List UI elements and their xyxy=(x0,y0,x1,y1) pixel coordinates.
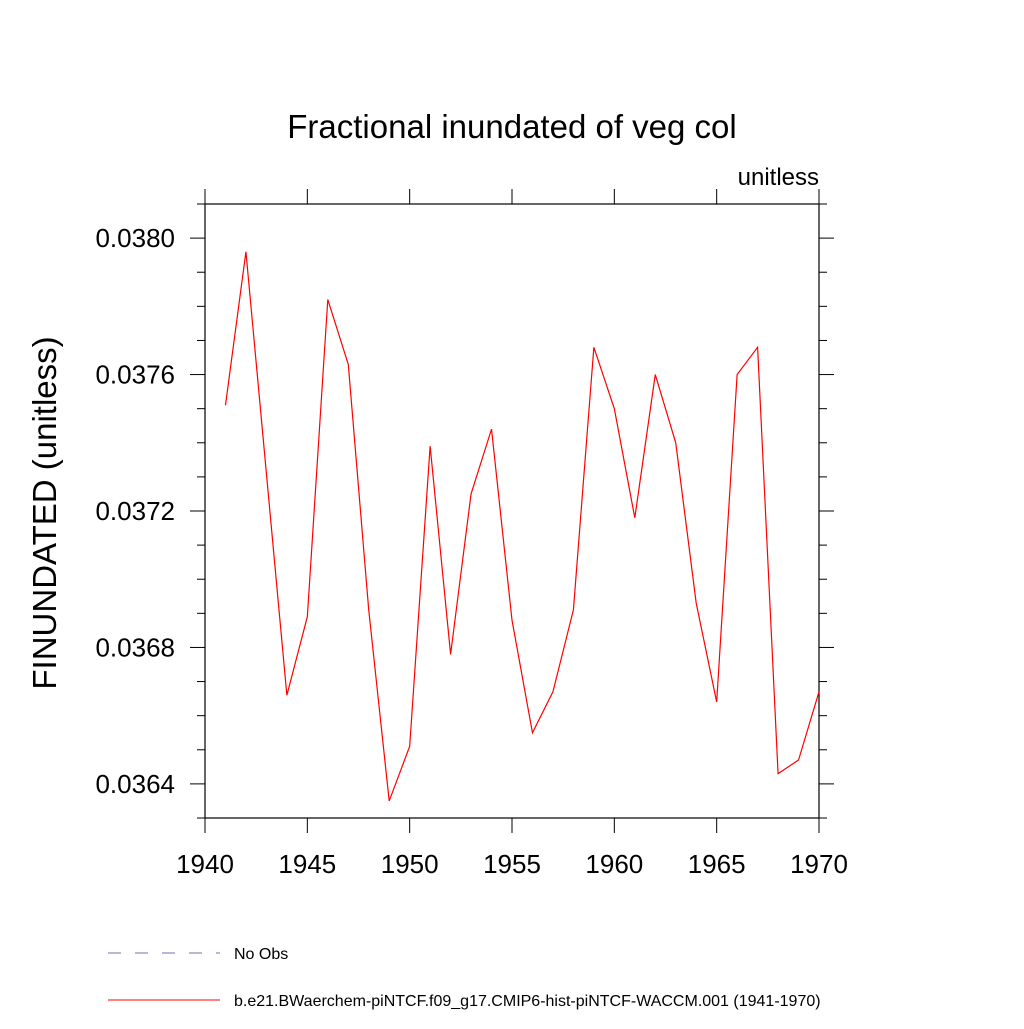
plot-frame xyxy=(204,203,820,819)
chart-title: Fractional inundated of veg col xyxy=(287,108,736,145)
y-tick-label: 0.0376 xyxy=(95,360,175,390)
y-axis-ticks: 0.0364 0.0368 0.0372 0.0376 0.0380 xyxy=(95,203,834,819)
x-tick-label: 1960 xyxy=(585,849,643,879)
legend-label: b.e21.BWaerchem-piNTCF.f09_g17.CMIP6-his… xyxy=(234,993,821,1010)
y-tick-label: 0.0364 xyxy=(95,769,175,799)
chart-subtitle: unitless xyxy=(738,164,819,191)
x-tick-label: 1965 xyxy=(688,849,746,879)
x-axis-ticks: 1940 1945 1950 1955 1960 1965 1970 xyxy=(176,189,848,879)
series-lines xyxy=(224,251,820,802)
x-tick-label: 1970 xyxy=(790,849,848,879)
x-tick-label: 1950 xyxy=(381,849,439,879)
y-tick-label: 0.0368 xyxy=(95,632,175,662)
y-axis-label: FINUNDATED (unitless) xyxy=(26,336,63,689)
y-tick-label: 0.0372 xyxy=(95,496,175,526)
legend: No Obs b.e21.BWaerchem-piNTCF.f09_g17.CMI… xyxy=(108,946,821,1010)
x-tick-label: 1940 xyxy=(176,849,234,879)
y-tick-label: 0.0380 xyxy=(95,223,175,253)
x-tick-label: 1955 xyxy=(483,849,541,879)
x-tick-label: 1945 xyxy=(278,849,336,879)
series-line xyxy=(224,251,820,802)
legend-label: No Obs xyxy=(234,946,288,963)
